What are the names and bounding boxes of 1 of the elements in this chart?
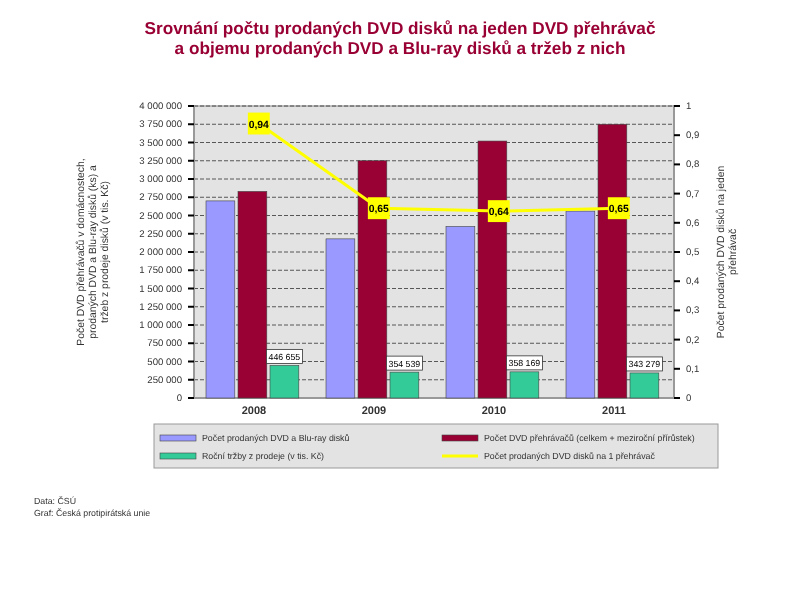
- chart-title: Srovnání počtu prodaných DVD disků na jeden DVD přehrávač a objemu prodaných DVD a Blu-ray disků a tržeb z nich: [144, 18, 656, 58]
